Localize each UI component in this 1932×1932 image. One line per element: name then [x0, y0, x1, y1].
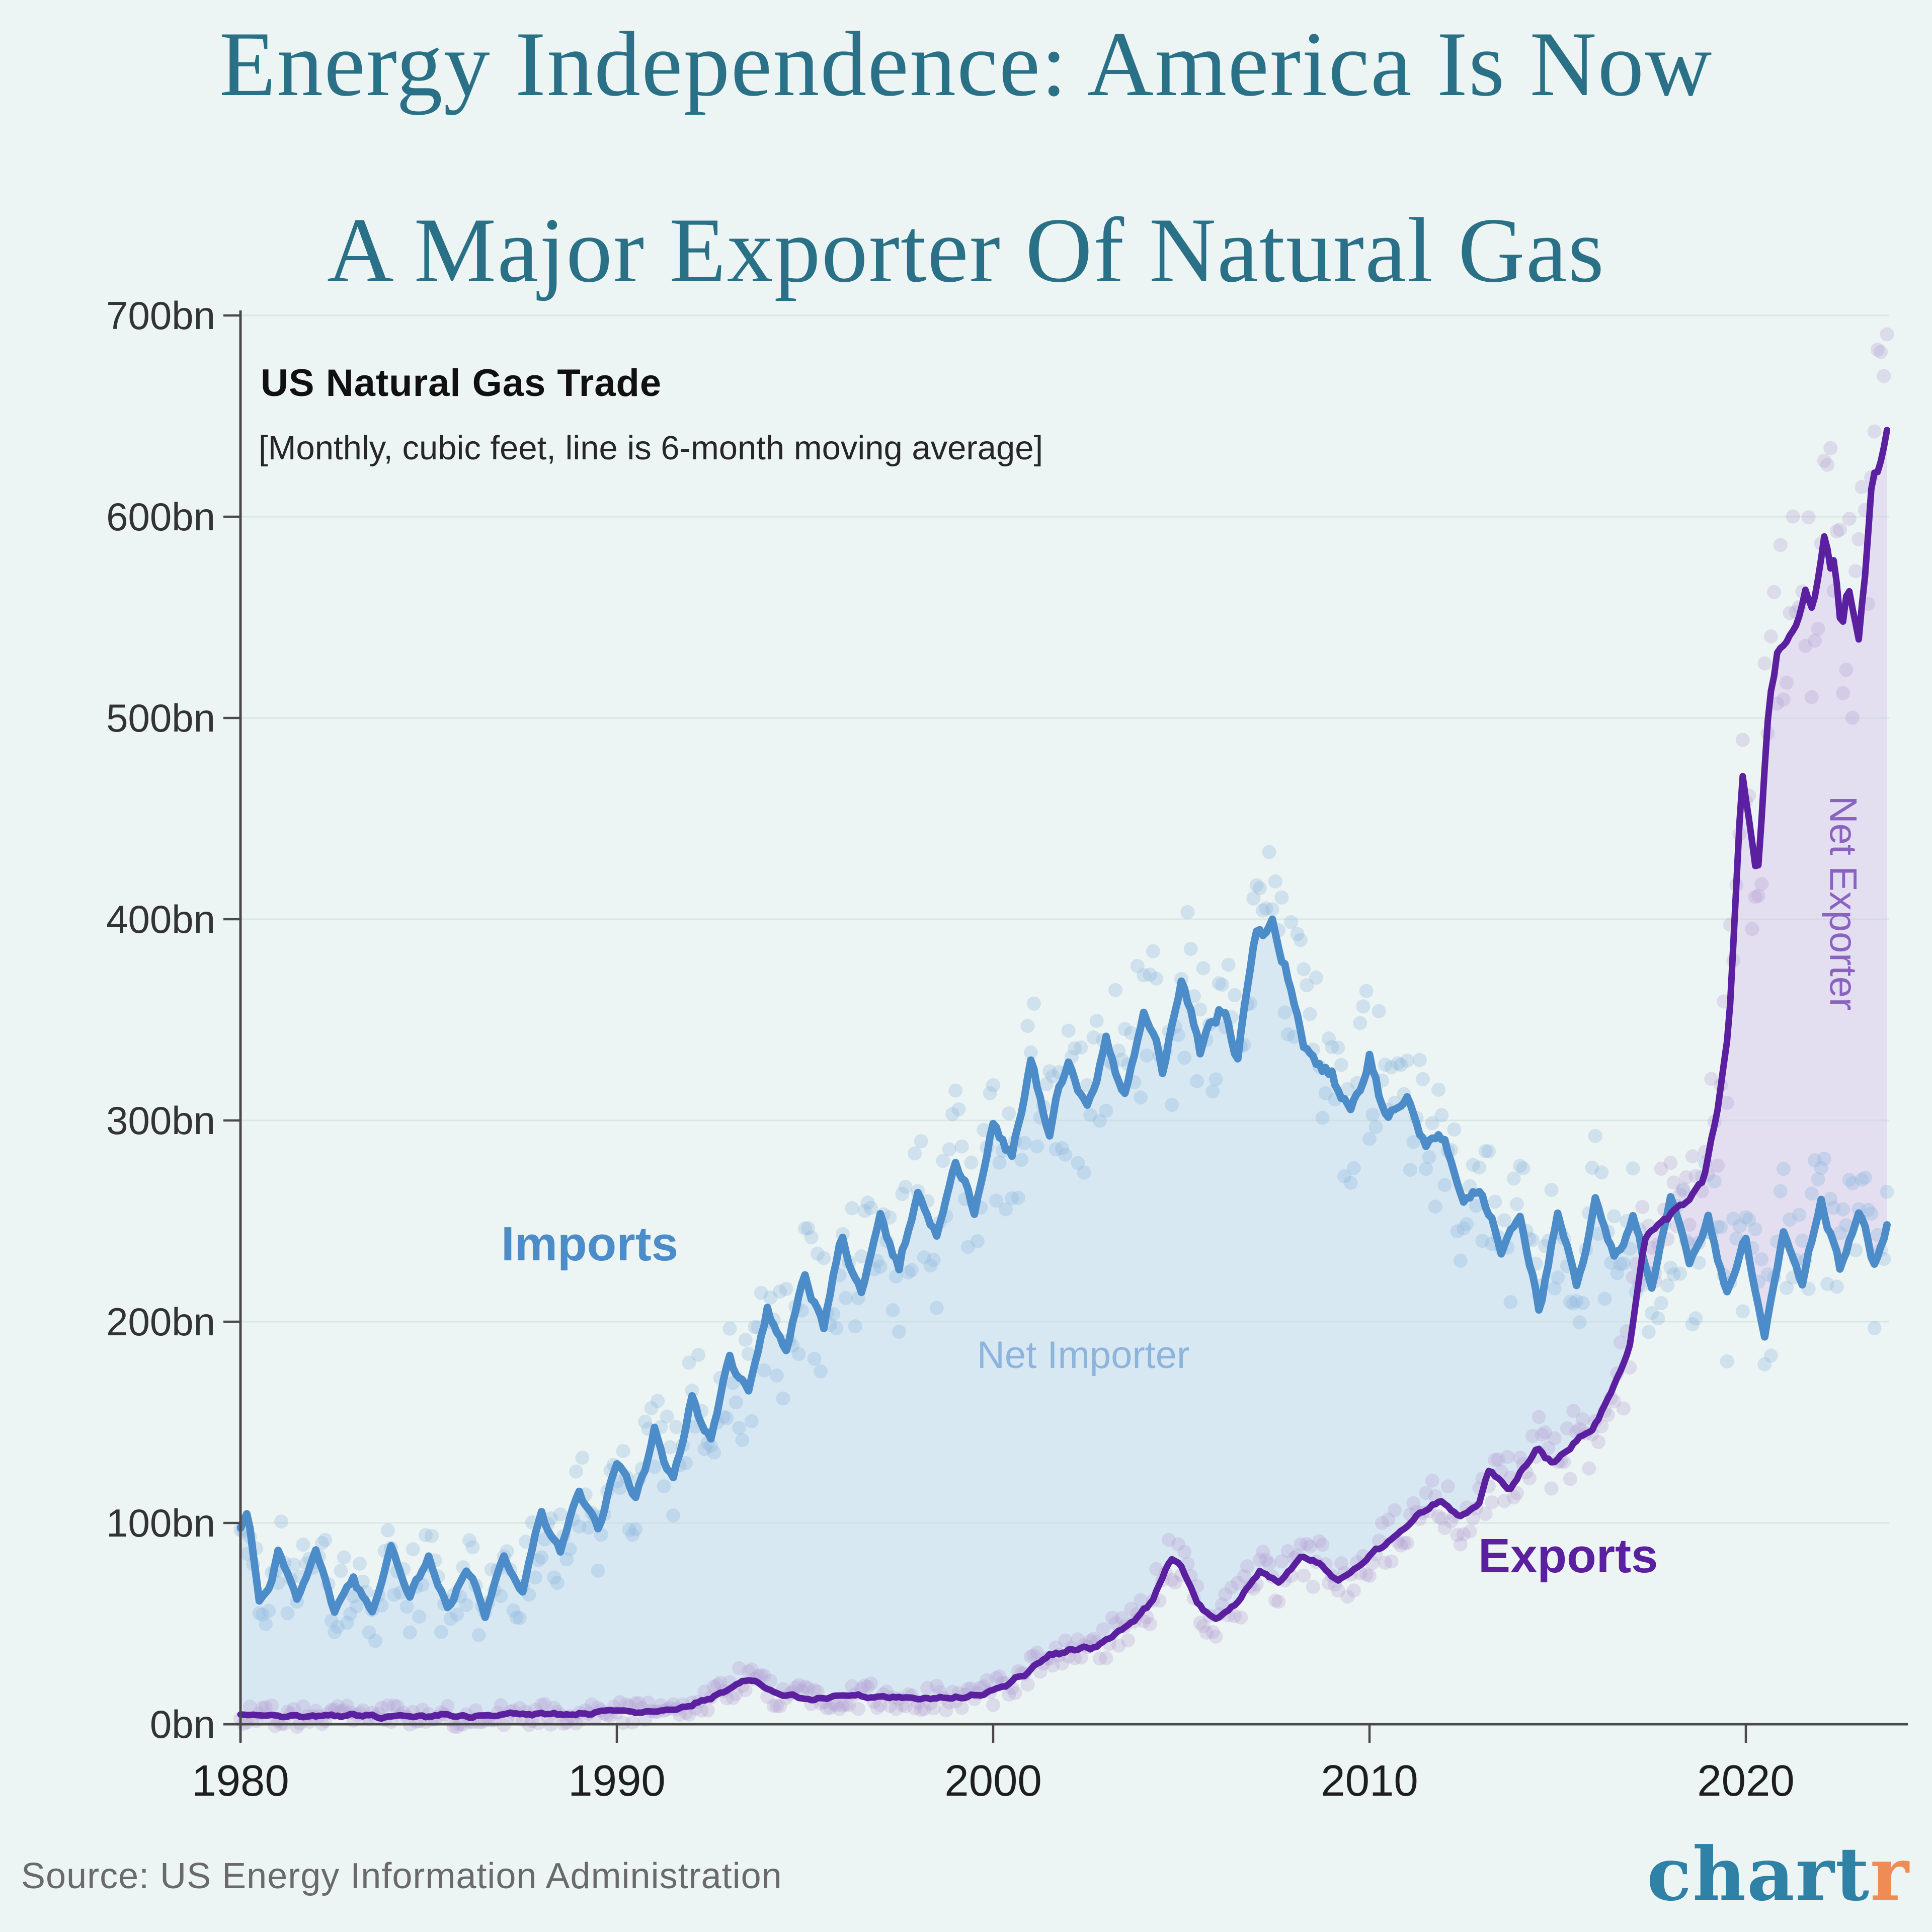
page-title-line1: Energy Independence: America Is Now: [219, 13, 1713, 115]
y-tick-label-700: 700bn: [106, 293, 215, 338]
x-tick-label-2010: 2010: [1321, 1756, 1418, 1805]
x-tick-label-1990: 1990: [568, 1756, 666, 1805]
exports-series-label: Exports: [1478, 1529, 1658, 1583]
y-tick-label-100: 100bn: [106, 1501, 215, 1545]
y-tick-label-300: 300bn: [106, 1098, 215, 1143]
exports-line: [237, 427, 1890, 1722]
net-exporter-region-label: Net Exporter: [1821, 795, 1865, 1011]
y-tick-label-0: 0bn: [149, 1702, 215, 1746]
net-importer-region-label: Net Importer: [977, 1334, 1190, 1377]
chartr-logo: chartr: [1647, 1831, 1910, 1917]
chartr-logo-r: r: [1870, 1831, 1910, 1917]
imports-line: [236, 915, 1891, 1621]
source-attribution: Source: US Energy Information Administra…: [21, 1856, 782, 1896]
y-tick-label-400: 400bn: [106, 897, 215, 941]
imports-series-label: Imports: [501, 1217, 679, 1271]
chartr-logo-chart: chart: [1647, 1831, 1871, 1917]
page-title-line2: A Major Exporter Of Natural Gas: [327, 199, 1605, 301]
x-tick-label-1980: 1980: [192, 1756, 289, 1805]
chart-subtitle: [Monthly, cubic feet, line is 6-month mo…: [259, 429, 1043, 467]
x-tick-label-2000: 2000: [944, 1756, 1042, 1805]
y-tick-label-600: 600bn: [106, 495, 215, 539]
net-exporter-region: [1642, 430, 1887, 1337]
x-tick-label-2020: 2020: [1697, 1756, 1795, 1805]
y-tick-label-500: 500bn: [106, 696, 215, 740]
chart-title: US Natural Gas Trade: [261, 362, 662, 405]
y-tick-label-200: 200bn: [106, 1300, 215, 1344]
